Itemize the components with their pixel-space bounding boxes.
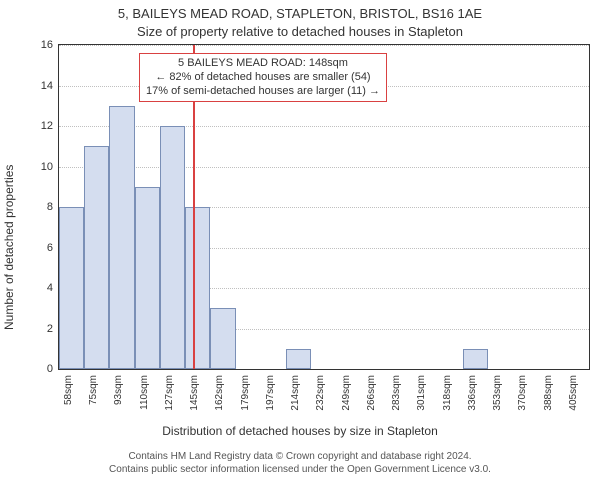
- annotation-line3: 17% of semi-detached houses are larger (…: [146, 85, 380, 99]
- plot-area: 024681012141658sqm75sqm93sqm110sqm127sqm…: [58, 44, 590, 370]
- histogram-bar: [59, 207, 84, 369]
- x-tick-label: 127sqm: [164, 375, 175, 429]
- y-tick-label: 10: [41, 161, 53, 173]
- annotation-line1: 5 BAILEYS MEAD ROAD: 148sqm: [146, 57, 380, 71]
- x-tick-label: 179sqm: [240, 375, 251, 429]
- x-tick-label: 110sqm: [139, 375, 150, 429]
- x-tick-label: 58sqm: [63, 375, 74, 429]
- x-tick-label: 388sqm: [543, 375, 554, 429]
- y-axis-label: Number of detached properties: [2, 165, 16, 330]
- annotation-line2: ← 82% of detached houses are smaller (54…: [146, 71, 380, 85]
- x-tick-label: 93sqm: [113, 375, 124, 429]
- y-tick-label: 6: [47, 242, 53, 254]
- histogram-bar: [210, 308, 235, 369]
- histogram-bar: [286, 349, 311, 369]
- x-tick-label: 370sqm: [517, 375, 528, 429]
- footer-line2: Contains public sector information licen…: [109, 464, 491, 475]
- histogram-bar: [160, 126, 185, 369]
- gridline: [59, 45, 589, 46]
- histogram-bar: [135, 187, 160, 369]
- x-tick-label: 318sqm: [442, 375, 453, 429]
- y-tick-label: 2: [47, 323, 53, 335]
- annotation-box: 5 BAILEYS MEAD ROAD: 148sqm← 82% of deta…: [139, 53, 387, 102]
- x-tick-label: 301sqm: [416, 375, 427, 429]
- histogram-bar: [185, 207, 210, 369]
- y-tick-label: 16: [41, 39, 53, 51]
- x-tick-label: 162sqm: [214, 375, 225, 429]
- chart-title-line2: Size of property relative to detached ho…: [0, 24, 600, 39]
- y-tick-label: 14: [41, 80, 53, 92]
- y-tick-label: 12: [41, 120, 53, 132]
- x-tick-label: 197sqm: [265, 375, 276, 429]
- y-tick-label: 0: [47, 363, 53, 375]
- x-tick-label: 232sqm: [315, 375, 326, 429]
- chart-title-line1: 5, BAILEYS MEAD ROAD, STAPLETON, BRISTOL…: [0, 6, 600, 21]
- x-tick-label: 249sqm: [341, 375, 352, 429]
- chart-footer: Contains HM Land Registry data © Crown c…: [0, 450, 600, 476]
- chart-container: 5, BAILEYS MEAD ROAD, STAPLETON, BRISTOL…: [0, 0, 600, 500]
- y-tick-label: 4: [47, 282, 53, 294]
- x-tick-label: 266sqm: [366, 375, 377, 429]
- histogram-bar: [463, 349, 488, 369]
- x-tick-label: 353sqm: [492, 375, 503, 429]
- x-tick-label: 283sqm: [391, 375, 402, 429]
- x-tick-label: 336sqm: [467, 375, 478, 429]
- x-axis-label: Distribution of detached houses by size …: [0, 424, 600, 438]
- histogram-bar: [84, 146, 109, 369]
- x-tick-label: 75sqm: [88, 375, 99, 429]
- x-tick-label: 214sqm: [290, 375, 301, 429]
- histogram-bar: [109, 106, 134, 369]
- x-tick-label: 145sqm: [189, 375, 200, 429]
- gridline: [59, 167, 589, 168]
- y-tick-label: 8: [47, 201, 53, 213]
- footer-line1: Contains HM Land Registry data © Crown c…: [128, 451, 471, 462]
- gridline: [59, 126, 589, 127]
- x-tick-label: 405sqm: [568, 375, 579, 429]
